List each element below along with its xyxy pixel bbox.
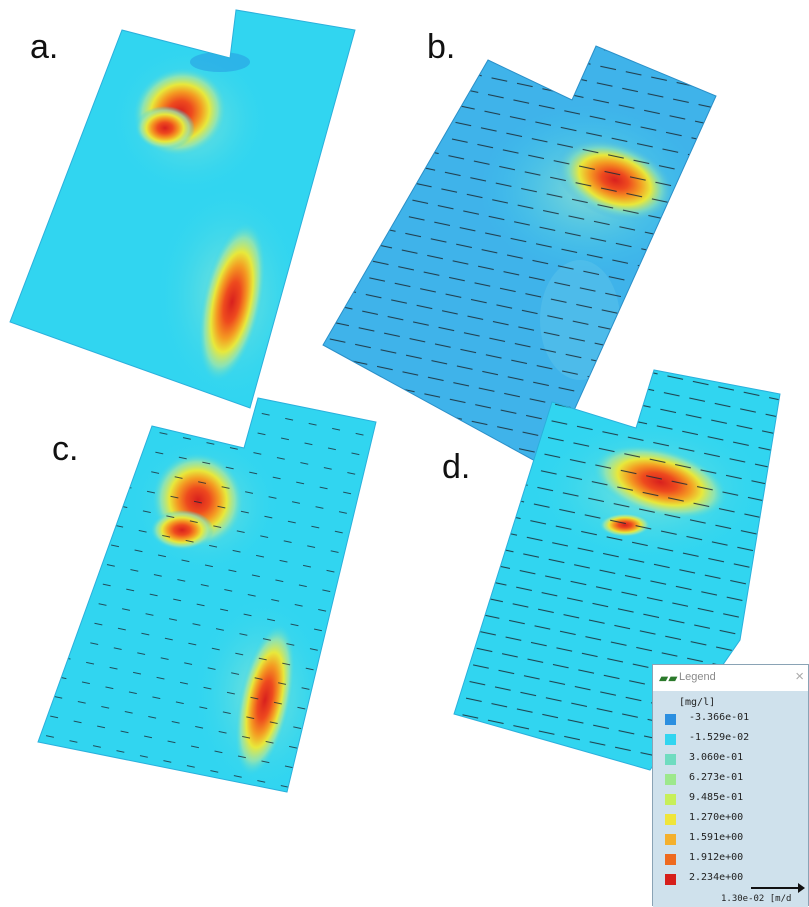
legend-app-icon: ▰▰: [659, 671, 678, 685]
legend-swatch: [665, 814, 676, 825]
velocity-scale-label: 1.30e-02 [m/d: [721, 894, 792, 904]
legend-value: 1.591e+00: [689, 832, 744, 843]
legend-window: ▰▰ Legend × [mg/l] -3.366e-01 -1.529e-02…: [652, 664, 809, 907]
legend-swatch: [665, 794, 676, 805]
legend-value: 6.273e-01: [689, 772, 744, 783]
legend-swatch: [665, 714, 676, 725]
legend-value: -1.529e-02: [689, 732, 750, 743]
legend-value: 3.060e-01: [689, 752, 744, 763]
legend-swatch: [665, 854, 676, 865]
legend-title: Legend: [679, 671, 716, 683]
panel-label-b: b.: [427, 28, 456, 66]
legend-value: 9.485e-01: [689, 792, 744, 803]
legend-entry: 3.060e-01: [659, 751, 807, 771]
legend-titlebar[interactable]: ▰▰ Legend ×: [653, 665, 808, 692]
panel-label-c: c.: [52, 430, 79, 468]
legend-entry: 1.912e+00: [659, 851, 807, 871]
legend-swatch: [665, 754, 676, 765]
legend-entry: 6.273e-01: [659, 771, 807, 791]
legend-swatch: [665, 874, 676, 885]
panel-label-d: d.: [442, 448, 471, 486]
legend-entry: 9.485e-01: [659, 791, 807, 811]
legend-entry: 1.591e+00: [659, 831, 807, 851]
plume-map-c: [38, 398, 376, 792]
close-icon[interactable]: ×: [795, 668, 804, 685]
legend-value: 1.912e+00: [689, 852, 744, 863]
legend-swatch: [665, 734, 676, 745]
legend-entry: 1.270e+00: [659, 811, 807, 831]
legend-value: 1.270e+00: [689, 812, 744, 823]
plume-map-a: [10, 10, 355, 408]
legend-body: [mg/l] -3.366e-01 -1.529e-02 3.060e-01 6…: [653, 691, 808, 907]
legend-value: 2.234e+00: [689, 872, 744, 883]
legend-value: -3.366e-01: [689, 712, 750, 723]
legend-entry: -1.529e-02: [659, 731, 807, 751]
panel-label-a: a.: [30, 28, 59, 66]
legend-swatch: [665, 774, 676, 785]
legend-unit: [mg/l]: [679, 697, 716, 708]
legend-entry: -3.366e-01: [659, 711, 807, 731]
legend-entry: 2.234e+00: [659, 871, 807, 891]
legend-swatch: [665, 834, 676, 845]
velocity-arrow-icon: [751, 883, 805, 893]
